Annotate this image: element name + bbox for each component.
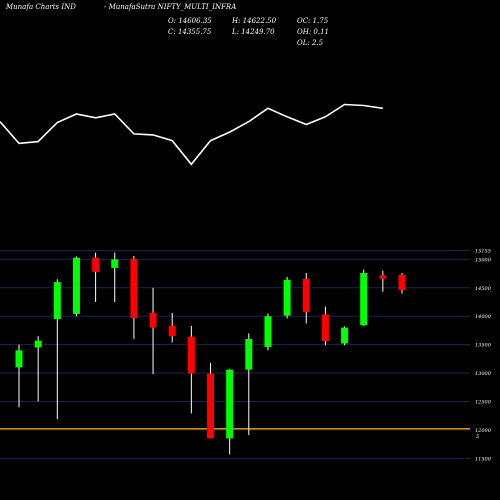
indicator-line — [0, 103, 383, 166]
y-tick-label: 14000 — [475, 314, 492, 320]
y-tick-label: 15155 — [475, 249, 491, 255]
candle-body — [187, 336, 195, 374]
candle-body — [15, 350, 23, 368]
y-tick-label: 12500 — [475, 399, 492, 405]
candle-body — [245, 338, 253, 370]
candle-body — [92, 257, 100, 272]
y-tick-label: 15000 — [475, 257, 492, 263]
oc-value: OC: 1.75 — [297, 17, 329, 25]
candle-body — [53, 282, 61, 320]
indicator-line-layer — [0, 103, 383, 166]
candle-body — [111, 259, 119, 268]
y-tick-label: 13500 — [475, 343, 492, 349]
y-tick-label: 13000 — [475, 371, 492, 377]
candle-body — [302, 278, 310, 313]
candle-body — [149, 312, 157, 328]
symbol-title: - MunafaSutra NIFTY_MULTI_INFRA — [104, 3, 237, 11]
low-value: L: 14249.70 — [232, 28, 275, 36]
candle-body — [341, 327, 349, 344]
candle-body — [168, 325, 176, 337]
reference-label: 5 — [476, 434, 479, 440]
y-tick-label: 12000 — [475, 428, 492, 434]
candle-body — [360, 273, 368, 326]
y-tick-label: 11500 — [475, 456, 492, 462]
axis-label-layer: 15155 15000 14500 14000 13500 13000 12500 12000… — [475, 249, 492, 463]
candle-body — [379, 275, 387, 279]
open-value: O: 14606.35 — [168, 17, 212, 25]
candle-body — [321, 314, 329, 342]
candle-body — [226, 369, 234, 439]
candle-body — [398, 274, 406, 291]
candle-body — [130, 258, 138, 318]
close-value: C: 14355.75 — [168, 28, 212, 36]
y-tick-label: 14500 — [475, 286, 492, 292]
candle-body — [207, 373, 214, 439]
oh-value: OH: 0.11 — [297, 28, 330, 36]
candle-body — [264, 316, 272, 347]
candle-layer — [15, 252, 406, 455]
high-value: H: 14622.50 — [232, 17, 277, 25]
candle-body — [72, 257, 80, 314]
ol-value: OL: 2.5 — [297, 39, 324, 47]
candle-body — [34, 340, 42, 348]
brand-title: Munafa Charts IND — [6, 3, 76, 11]
candle-body — [283, 279, 291, 316]
